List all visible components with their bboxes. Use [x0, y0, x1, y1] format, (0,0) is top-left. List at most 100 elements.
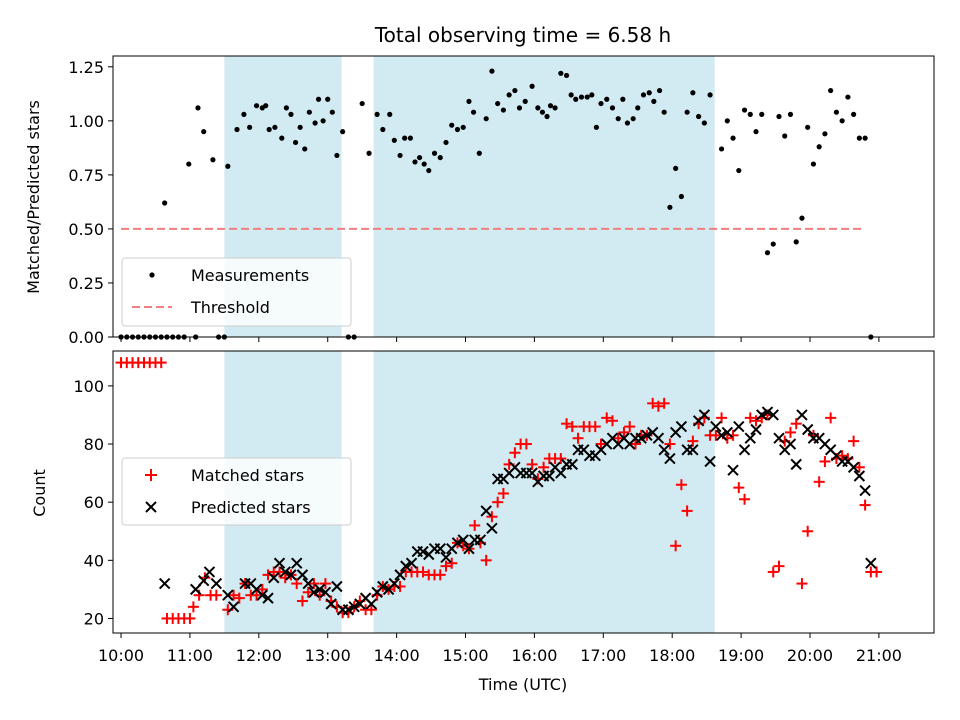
measurement-point [266, 126, 272, 133]
predicted-star-point [342, 604, 355, 616]
measurement-point [620, 96, 626, 102]
predicted-star-point [859, 484, 871, 497]
matched-star-point [819, 455, 831, 467]
predicted-star-point [189, 583, 202, 596]
x-tick-label: 15:00 [442, 646, 488, 665]
matched-star-point [251, 589, 263, 601]
measurement-point [500, 107, 507, 113]
predicted-star-point [198, 574, 210, 587]
measurement-point [466, 98, 472, 104]
measurement-point [489, 68, 495, 74]
predicted-star-point [302, 577, 314, 590]
y-tick-label: 40 [84, 551, 104, 570]
matched-star-point [589, 421, 601, 433]
matched-star-point [675, 479, 687, 491]
measurement-point [283, 105, 289, 111]
measurement-point [426, 167, 432, 174]
measurement-point [366, 150, 372, 156]
matched-star-point [652, 400, 664, 412]
measurement-point [195, 105, 201, 111]
measurement-point [312, 120, 318, 126]
measurement-point [272, 124, 278, 130]
predicted-star-point [394, 569, 406, 581]
predicted-star-point [440, 551, 452, 564]
matched-star-point [744, 412, 756, 424]
measurement-point [552, 105, 558, 111]
y-tick-label: 0.25 [68, 274, 104, 293]
measurement-point [325, 96, 331, 102]
top-axes-frame [112, 55, 935, 338]
predicted-star-point [790, 458, 802, 471]
measurement-point [359, 100, 365, 107]
matched-star-point [825, 412, 837, 424]
predicted-star-point [203, 566, 216, 578]
predicted-star-point [526, 467, 538, 479]
predicted-star-point [801, 423, 814, 436]
matched-star-point [606, 415, 618, 427]
matched-star-point [739, 493, 751, 505]
matched-star-point [612, 432, 624, 444]
top-legend: Measurements Threshold [121, 257, 352, 327]
measurement-point [787, 111, 794, 117]
matched-star-point [497, 487, 509, 499]
matched-star-point [871, 566, 883, 578]
predicted-star-point [325, 598, 337, 610]
legend-measurements-label: Measurements [191, 266, 309, 285]
matched-star-point [520, 438, 532, 450]
measurement-point [402, 135, 408, 141]
predicted-star-point [715, 429, 728, 442]
top-y-axis-label: Matched/Predicted stars [24, 100, 43, 294]
predicted-star-point [474, 534, 487, 546]
matched-star-point [595, 438, 607, 450]
matched-star-point [773, 560, 785, 572]
predicted-star-point [733, 420, 745, 433]
measurement-point [225, 163, 231, 169]
measurement-point [793, 239, 799, 245]
predicted-star-point [750, 423, 762, 436]
matched-star-point [509, 447, 521, 459]
measurement-point [397, 152, 403, 159]
matched-star-point [492, 496, 504, 508]
predicted-star-point [721, 426, 734, 439]
measurement-point [460, 124, 466, 130]
measurement-point [495, 100, 501, 107]
measurement-point [856, 135, 862, 141]
x-tick-label: 19:00 [718, 646, 764, 665]
measurement-point [673, 165, 679, 171]
measurement-point [234, 126, 240, 133]
y-tick-label: 80 [84, 435, 104, 454]
predicted-star-point [291, 557, 303, 569]
measurement-point [624, 120, 631, 126]
predicted-star-point [784, 438, 797, 450]
measurement-point [678, 193, 684, 200]
predicted-star-point [262, 592, 274, 604]
measurement-point [635, 105, 641, 111]
bottom-axes-frame [112, 350, 935, 634]
y-tick-label: 1.25 [68, 58, 104, 77]
measurement-point [279, 135, 285, 141]
predicted-star-point [744, 432, 756, 444]
predicted-star-point [158, 577, 171, 590]
predicted-star-point [773, 432, 785, 444]
matched-star-point [796, 578, 808, 590]
matched-star-point [601, 412, 613, 424]
predicted-star-point [285, 569, 297, 581]
measurement-point [449, 122, 455, 128]
predicted-star-point [388, 577, 401, 590]
measurement-point [651, 98, 657, 104]
legend-predicted-label: Predicted stars [191, 498, 311, 517]
top-legend-box [121, 257, 352, 327]
measurement-point [443, 139, 449, 146]
predicted-star-point [400, 560, 412, 572]
predicted-star-point [566, 458, 579, 471]
measurement-point [615, 116, 621, 122]
legend-threshold-label: Threshold [190, 298, 270, 317]
predicted-star-point [308, 586, 320, 599]
legend-predicted-marker [145, 501, 157, 513]
measurement-point [690, 90, 696, 96]
x-tick-label: 11:00 [167, 646, 213, 665]
predicted-star-point [319, 586, 332, 599]
x-axis-label: Time (UTC) [478, 675, 567, 694]
measurement-point [547, 103, 554, 109]
measurement-point [736, 167, 742, 174]
